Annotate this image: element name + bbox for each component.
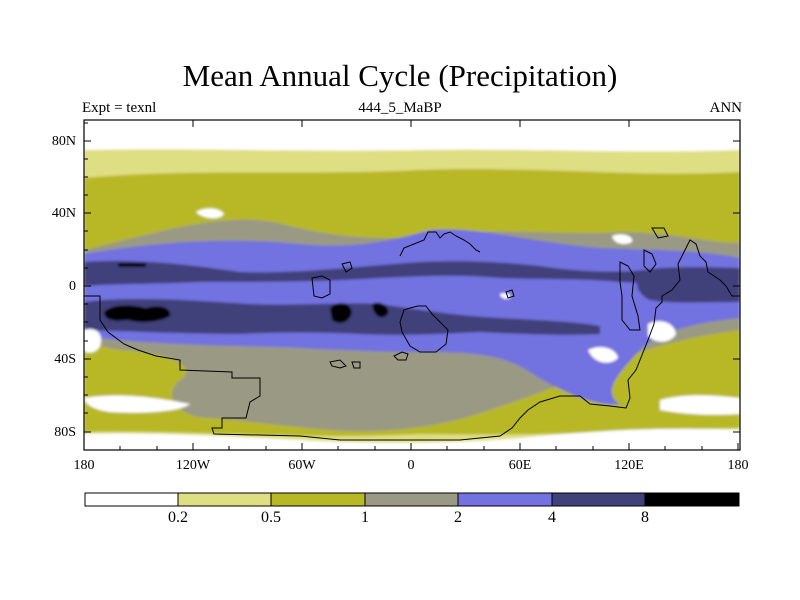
- colorbar-bin-6: [645, 493, 739, 506]
- colorbar-label-2: 2: [454, 509, 462, 526]
- lat-label-40n: 40N: [51, 206, 76, 221]
- colorbar-bin-1: [178, 493, 271, 506]
- colorbar-bin-5: [552, 493, 645, 506]
- lon-label-180w: 180: [73, 458, 95, 473]
- lat-label-eq: 0: [69, 279, 76, 294]
- lon-label-120e: 120E: [614, 458, 644, 473]
- colorbar-bin-2: [271, 493, 365, 506]
- lon-label-180e: 180: [727, 458, 749, 473]
- map-frame: [83, 119, 741, 451]
- lon-label-120w: 120W: [175, 458, 211, 473]
- colorbar-label-1: 1: [361, 509, 369, 526]
- precip-contour-field: [84, 120, 740, 450]
- colorbar-bin-0: [85, 493, 178, 506]
- lat-label-80s: 80S: [54, 425, 76, 440]
- lon-label-60e: 60E: [508, 458, 532, 473]
- lon-label-60w: 60W: [288, 458, 316, 473]
- plot-title: Mean Annual Cycle (Precipitation): [182, 58, 618, 93]
- lat-label-80n: 80N: [51, 134, 76, 149]
- colorbar: [84, 492, 740, 507]
- colorbar-label-0-5: 0.5: [261, 509, 281, 526]
- axis-ticks: [83, 120, 740, 450]
- colorbar-label-8: 8: [641, 509, 649, 526]
- colorbar-bin-4: [458, 493, 552, 506]
- experiment-label: Expt = texnl: [82, 100, 157, 116]
- lon-label-0: 0: [407, 458, 415, 473]
- lat-label-40s: 40S: [54, 352, 76, 367]
- colorbar-label-4: 4: [548, 509, 556, 526]
- case-label: 444_5_MaBP: [358, 100, 442, 116]
- coastlines: [84, 227, 740, 441]
- season-label: ANN: [709, 100, 743, 116]
- colorbar-label-0-2: 0.2: [168, 509, 188, 526]
- colorbar-bin-3: [365, 493, 458, 506]
